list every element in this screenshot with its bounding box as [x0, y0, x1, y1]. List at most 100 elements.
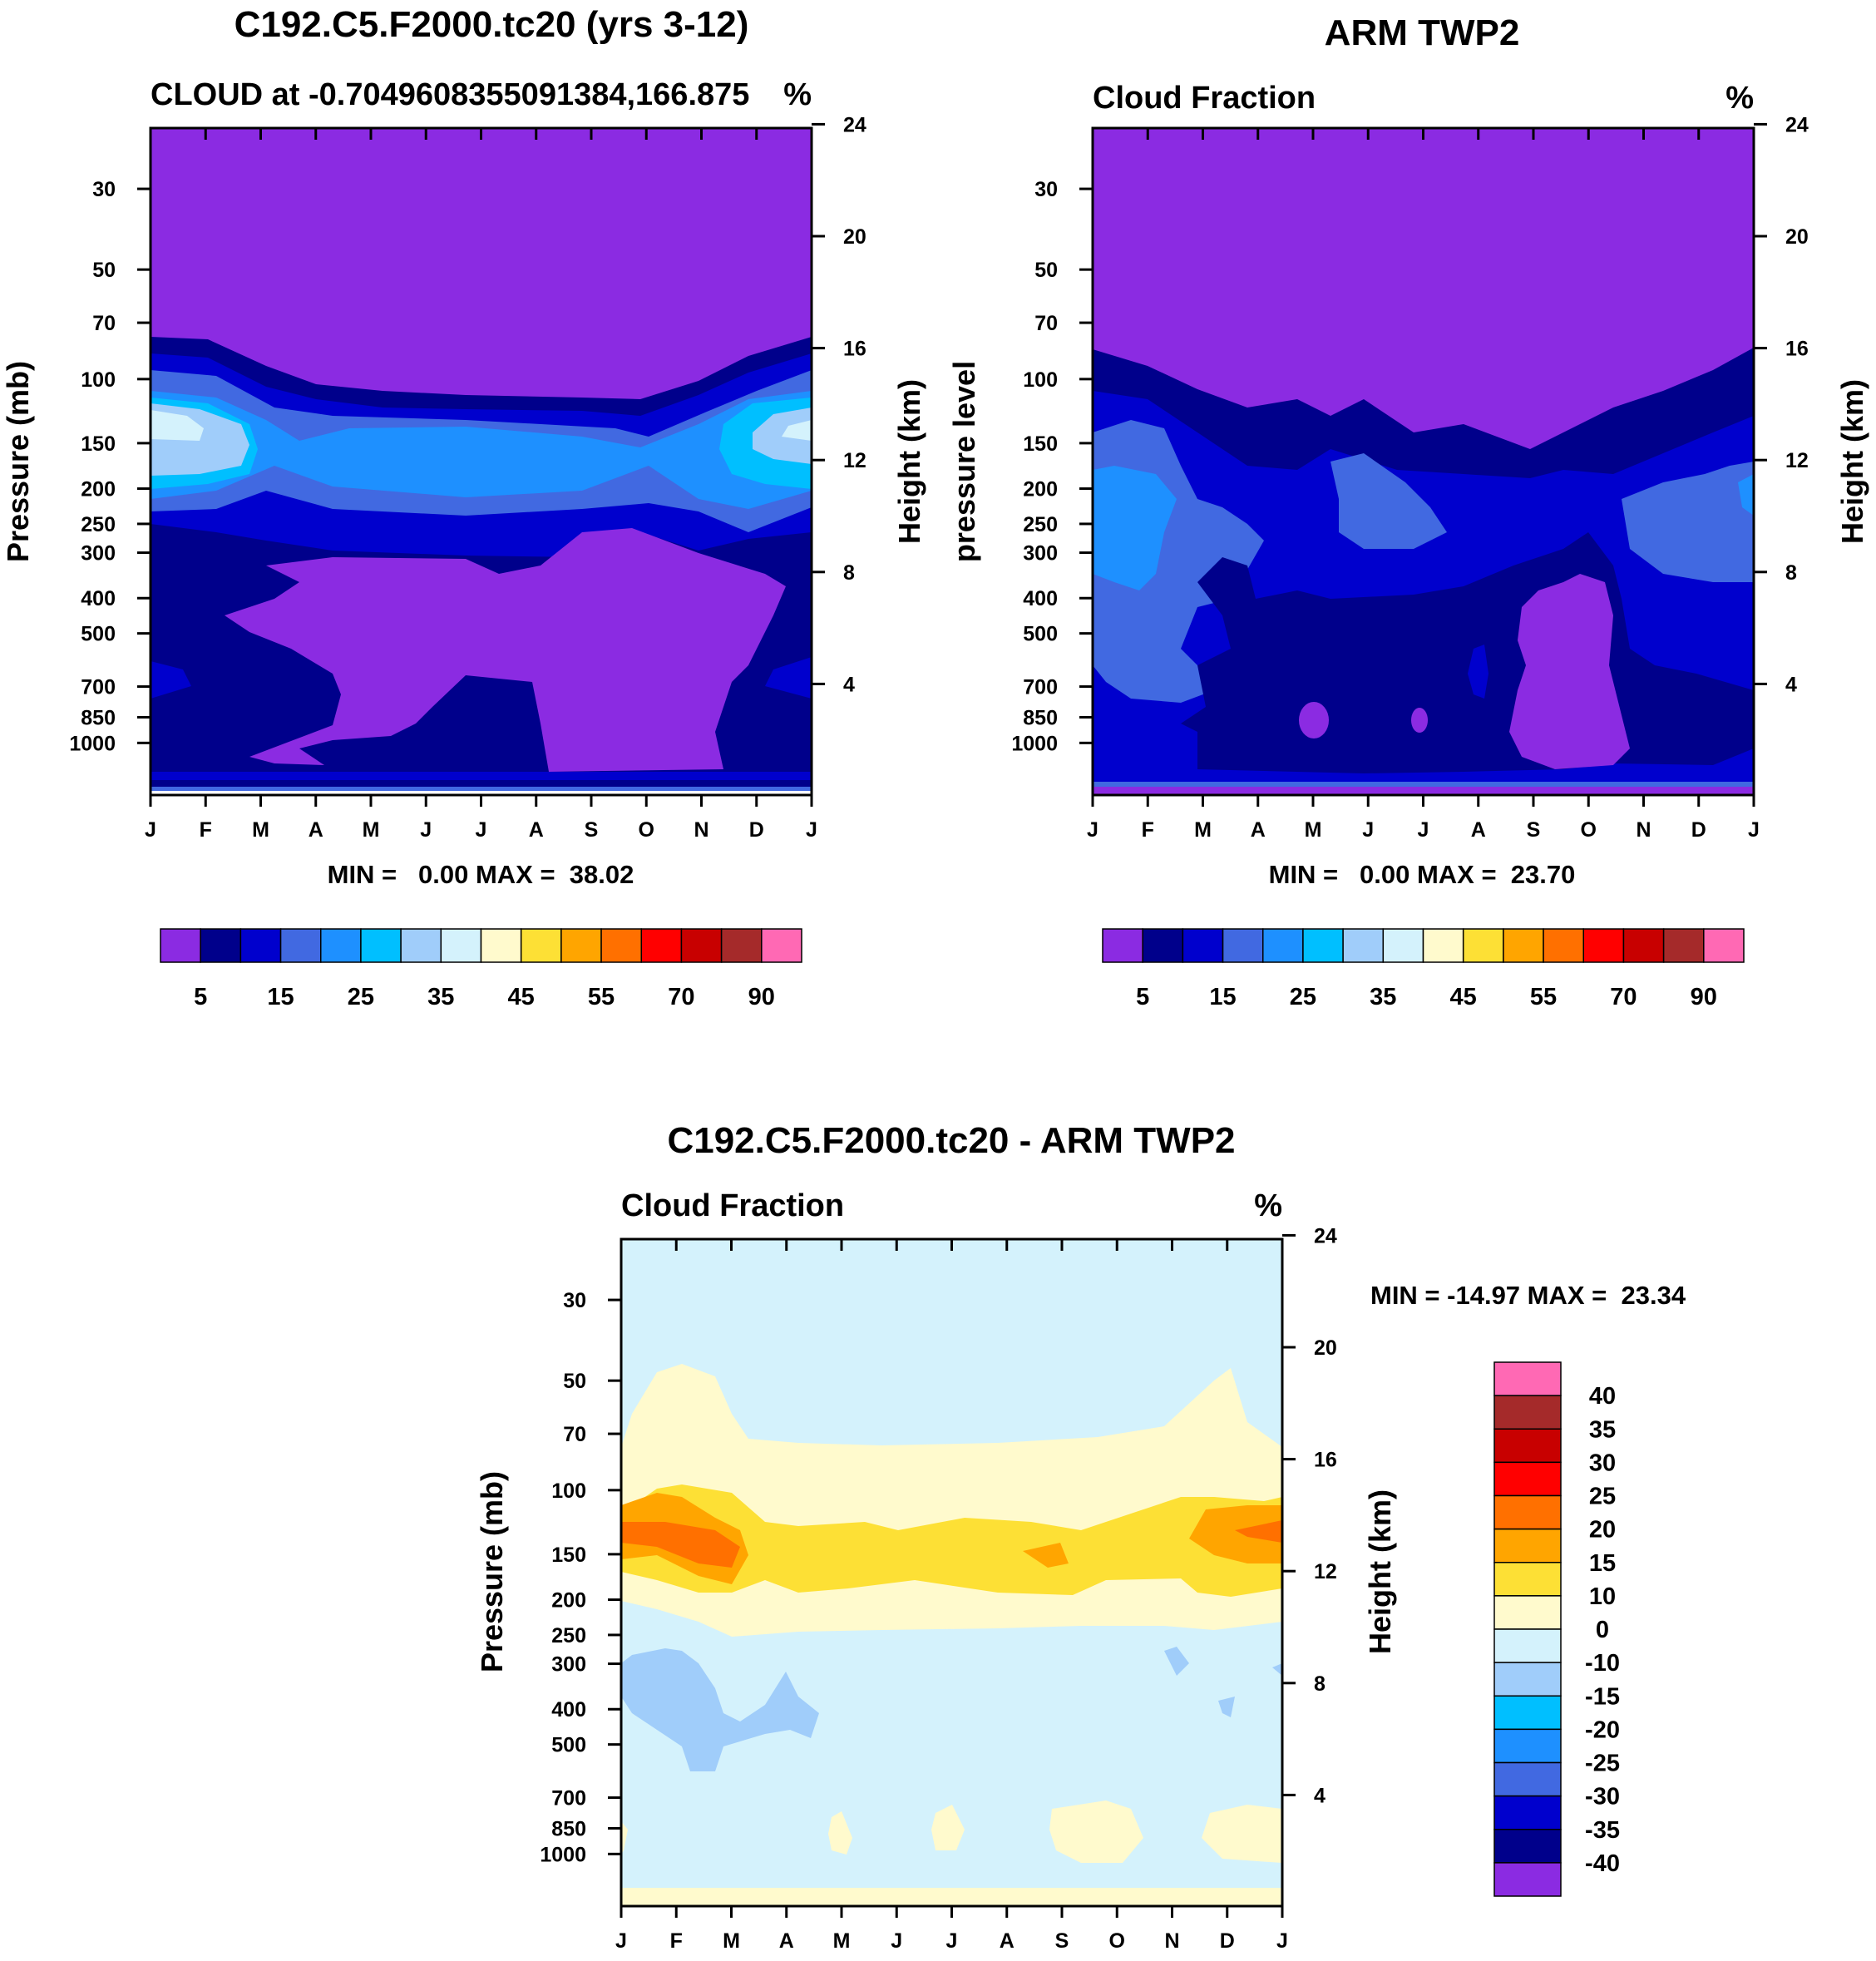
colorbar-label: 0 — [1596, 1617, 1609, 1643]
y-tick-label-left: 200 — [551, 1589, 586, 1613]
colorbar-label: -20 — [1585, 1716, 1620, 1743]
x-tick-label: D — [749, 818, 764, 842]
y-tick-label-left: 200 — [81, 478, 116, 501]
y-tick-label-right: 4 — [843, 673, 855, 696]
x-tick-label: M — [1305, 818, 1322, 842]
colorbar-model: 5 15 25 35 45 55 70 90 — [160, 928, 802, 1010]
x-tick-label: S — [585, 818, 599, 842]
x-tick-label: J — [806, 818, 817, 842]
y-tick-label-right: 24 — [1785, 113, 1809, 136]
y-tick-label-right: 8 — [1785, 561, 1797, 585]
x-tick-label: M — [833, 1929, 851, 1953]
colorbar-swatch — [720, 928, 763, 963]
y-tick-label-right: 20 — [843, 225, 866, 249]
colorbar-swatch — [1493, 1528, 1562, 1563]
colorbar-label: 90 — [748, 984, 775, 1010]
minmax-difference: MIN = -14.97 MAX = 23.34 — [1370, 1281, 1686, 1310]
colorbar-label: 55 — [1530, 984, 1557, 1010]
ylabel-right-model: Height (km) — [892, 379, 926, 544]
ylabel-right-difference: Height (km) — [1363, 1489, 1397, 1654]
colorbar-label: -10 — [1585, 1650, 1620, 1677]
y-tick-label-left: 500 — [81, 623, 116, 646]
colorbar-swatch — [1142, 928, 1184, 963]
x-tick-label: J — [1748, 818, 1760, 842]
x-tick-label: D — [1220, 1929, 1235, 1953]
panel-difference: J F M A M J J A S O N D J305070100150200250300400500… — [475, 1120, 1686, 1953]
colorbar-swatch — [1102, 928, 1143, 963]
x-tick-label: J — [1087, 818, 1098, 842]
y-tick-label-right: 24 — [843, 113, 866, 136]
colorbar-label: 25 — [348, 984, 374, 1010]
x-tick-label: J — [1418, 818, 1429, 842]
colorbar-swatch — [1493, 1628, 1562, 1663]
x-tick-label: A — [1471, 818, 1486, 842]
colorbar-label: 45 — [508, 984, 535, 1010]
colorbar-swatch — [1493, 1395, 1562, 1430]
colorbar-swatch — [1582, 928, 1625, 963]
y-tick-label-left: 70 — [1034, 312, 1058, 335]
y-tick-label-left: 200 — [1023, 478, 1058, 501]
colorbar-swatch — [1622, 928, 1665, 963]
colorbar-label: 70 — [668, 984, 694, 1010]
colorbar-swatch — [1493, 1761, 1562, 1797]
colorbar-label: 5 — [1136, 984, 1149, 1010]
y-tick-label-right: 12 — [843, 449, 866, 472]
x-tick-label: J — [891, 1929, 902, 1953]
y-tick-label-left: 300 — [551, 1653, 586, 1677]
ylabel-right-observation: Height (km) — [1835, 379, 1869, 544]
colorbar-swatch — [1493, 1728, 1562, 1764]
colorbar-swatch — [761, 928, 802, 963]
colorbar-swatch — [1262, 928, 1304, 963]
y-tick-label-left: 850 — [81, 706, 116, 729]
x-tick-label: F — [670, 1929, 683, 1953]
colorbar-swatch — [560, 928, 602, 963]
units-model: % — [783, 77, 812, 112]
y-tick-label-left: 100 — [1023, 368, 1058, 392]
y-tick-label-left: 30 — [1034, 178, 1058, 201]
y-tick-label-left: 700 — [551, 1787, 586, 1810]
y-tick-label-left: 1000 — [1011, 732, 1058, 755]
x-tick-label: J — [615, 1929, 627, 1953]
x-tick-label: N — [694, 818, 708, 842]
colorbar-label: 45 — [1450, 984, 1477, 1010]
y-tick-label-left: 150 — [551, 1544, 586, 1567]
y-tick-label-right: 20 — [1314, 1336, 1337, 1360]
subtitle-observation: Cloud Fraction — [1093, 81, 1316, 116]
title-observation: ARM TWP2 — [1325, 12, 1520, 53]
colorbar-label: 30 — [1589, 1450, 1616, 1476]
title-difference: C192.C5.F2000.tc20 - ARM TWP2 — [667, 1120, 1235, 1161]
colorbar-swatch — [1493, 1695, 1562, 1731]
colorbar-swatch — [640, 928, 683, 963]
x-tick-label: M — [363, 818, 380, 842]
y-tick-label-right: 8 — [843, 561, 855, 585]
y-tick-label-left: 50 — [92, 259, 116, 282]
minmax-model: MIN = 0.00 MAX = 38.02 — [328, 860, 634, 889]
colorbar-swatch — [600, 928, 642, 963]
colorbar-swatch — [1422, 928, 1464, 963]
ylabel-left-observation: pressure level — [947, 361, 981, 562]
axis-ticks-observation: J F M A M J J A S O N D J 30 50 70 100 150 200 250 300 400 500… — [1011, 113, 1809, 842]
x-tick-label: M — [723, 1929, 740, 1953]
colorbar-swatch — [440, 928, 482, 963]
y-tick-label-right: 4 — [1314, 1784, 1326, 1807]
colorbar-swatch — [360, 928, 402, 963]
colorbar-swatch — [1462, 928, 1504, 963]
x-tick-label: J — [145, 818, 156, 842]
x-tick-label: N — [1164, 1929, 1179, 1953]
colorbar-swatch — [1703, 928, 1745, 963]
colorbar-swatch — [480, 928, 522, 963]
colorbar-label: -15 — [1585, 1683, 1620, 1710]
units-difference: % — [1254, 1188, 1282, 1223]
colorbar-swatch — [1662, 928, 1705, 963]
y-tick-label-left: 100 — [551, 1479, 586, 1503]
colorbar-swatch — [1342, 928, 1385, 963]
units-observation: % — [1725, 81, 1754, 116]
colorbar-label: 5 — [194, 984, 207, 1010]
colorbar-label: 15 — [267, 984, 294, 1010]
colorbar-swatch — [320, 928, 362, 963]
minmax-observation: MIN = 0.00 MAX = 23.70 — [1269, 860, 1576, 889]
x-tick-label: J — [1276, 1929, 1288, 1953]
x-tick-label: J — [946, 1929, 958, 1953]
y-tick-label-left: 30 — [92, 178, 116, 201]
